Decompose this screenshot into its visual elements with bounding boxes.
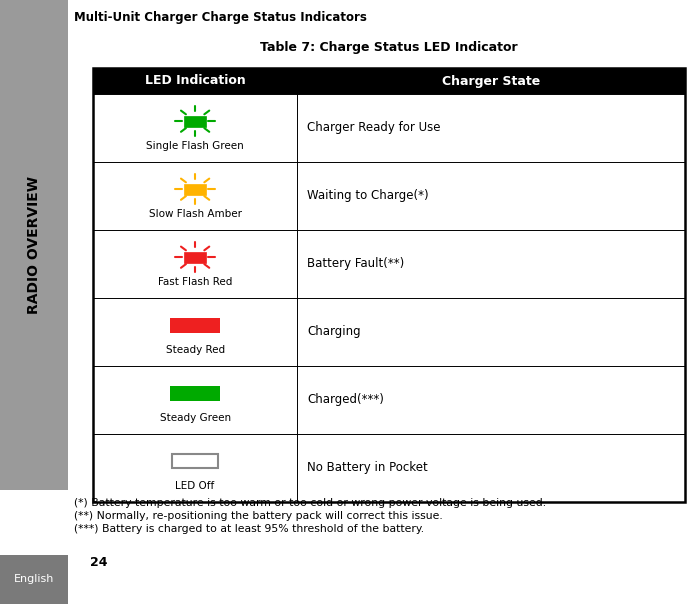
Bar <box>170 386 220 400</box>
Text: Charged(***): Charged(***) <box>307 393 384 406</box>
Text: Multi-Unit Charger Charge Status Indicators: Multi-Unit Charger Charge Status Indicat… <box>74 11 367 25</box>
Bar <box>0 0 68 490</box>
Text: Fast Flash Red: Fast Flash Red <box>158 277 232 287</box>
Bar <box>93 366 685 434</box>
Text: Charger State: Charger State <box>442 74 540 88</box>
Text: Table 7: Charge Status LED Indicator: Table 7: Charge Status LED Indicator <box>260 42 518 54</box>
Bar <box>93 434 685 502</box>
Text: 24: 24 <box>90 556 107 568</box>
Bar <box>184 116 206 127</box>
Text: (**) Normally, re-positioning the battery pack will correct this issue.: (**) Normally, re-positioning the batter… <box>74 511 443 521</box>
Bar <box>184 252 206 263</box>
Bar <box>93 68 685 502</box>
Text: Charging: Charging <box>307 326 361 338</box>
Text: Single Flash Green: Single Flash Green <box>146 141 244 150</box>
Bar <box>0 555 68 604</box>
Text: Steady Green: Steady Green <box>160 413 231 423</box>
Text: RADIO OVERVIEW: RADIO OVERVIEW <box>27 176 41 314</box>
Bar <box>172 454 218 468</box>
Text: Charger Ready for Use: Charger Ready for Use <box>307 121 441 135</box>
Text: No Battery in Pocket: No Battery in Pocket <box>307 461 428 475</box>
Text: Slow Flash Amber: Slow Flash Amber <box>148 208 242 219</box>
Text: LED Indication: LED Indication <box>145 74 245 88</box>
Bar <box>93 94 685 162</box>
Bar <box>93 68 685 94</box>
Text: Battery Fault(**): Battery Fault(**) <box>307 257 404 271</box>
Text: Steady Red: Steady Red <box>166 345 224 355</box>
Text: English: English <box>14 574 54 585</box>
Bar <box>93 162 685 230</box>
Bar <box>93 230 685 298</box>
Text: (***) Battery is charged to at least 95% threshold of the battery.: (***) Battery is charged to at least 95%… <box>74 524 424 534</box>
Text: (*) Battery temperature is too warm or too cold or wrong power voltage is being : (*) Battery temperature is too warm or t… <box>74 498 546 508</box>
Bar <box>93 298 685 366</box>
Text: Waiting to Charge(*): Waiting to Charge(*) <box>307 190 429 202</box>
Text: LED Off: LED Off <box>176 481 215 490</box>
Bar <box>184 184 206 194</box>
Bar <box>170 318 220 333</box>
